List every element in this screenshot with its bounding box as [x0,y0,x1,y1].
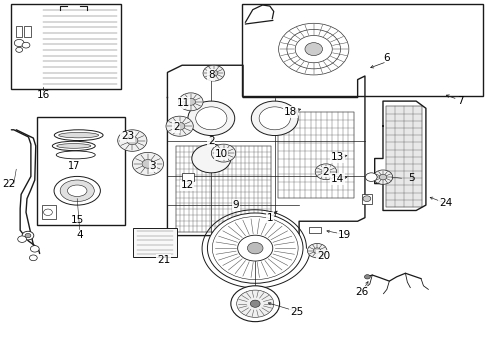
Text: 14: 14 [331,174,344,184]
Circle shape [238,235,273,261]
Circle shape [18,236,26,242]
Circle shape [212,217,298,280]
Circle shape [14,40,24,46]
Circle shape [174,122,185,130]
Text: 16: 16 [36,90,49,100]
Circle shape [305,42,322,55]
Bar [11,4,121,89]
Text: 2: 2 [173,122,179,132]
Ellipse shape [59,132,98,138]
Text: 5: 5 [408,173,415,183]
Text: 10: 10 [215,149,228,159]
Circle shape [203,65,224,81]
Circle shape [207,213,303,283]
Ellipse shape [57,144,91,148]
Circle shape [315,164,337,180]
Circle shape [247,242,263,254]
Ellipse shape [56,151,95,159]
Circle shape [210,70,218,76]
Ellipse shape [52,141,95,150]
Bar [176,146,271,232]
Circle shape [366,173,377,181]
Bar [419,20,477,86]
Circle shape [186,98,196,105]
Circle shape [166,116,193,136]
Circle shape [179,93,203,111]
Text: 21: 21 [157,255,170,265]
Text: 3: 3 [149,161,156,171]
Text: 25: 25 [290,307,303,316]
Bar [386,107,422,207]
Circle shape [237,290,274,318]
Text: 23: 23 [121,131,134,141]
Circle shape [196,107,227,130]
Circle shape [16,47,23,52]
Text: 26: 26 [355,287,368,297]
Circle shape [22,231,34,240]
Bar [43,10,117,84]
Circle shape [188,101,235,135]
Circle shape [211,144,236,162]
Circle shape [251,101,298,135]
Bar [37,117,124,225]
Text: 7: 7 [457,96,464,106]
Text: 17: 17 [68,161,80,171]
Text: 2: 2 [208,136,215,146]
Circle shape [231,286,280,321]
Bar [24,26,31,37]
Text: 18: 18 [284,107,297,117]
Circle shape [30,246,39,252]
Circle shape [250,300,260,307]
Ellipse shape [68,185,87,197]
Circle shape [259,107,291,130]
Text: 11: 11 [176,98,190,108]
Circle shape [44,209,52,216]
Bar [362,194,372,204]
Text: 6: 6 [384,53,390,63]
Circle shape [322,169,330,175]
Circle shape [25,233,31,238]
Text: 15: 15 [71,215,84,225]
Circle shape [373,170,393,184]
Text: 13: 13 [331,152,344,162]
Text: 12: 12 [180,180,194,190]
Circle shape [142,159,154,168]
Circle shape [22,42,30,48]
Bar [360,16,416,91]
Text: 4: 4 [76,230,83,240]
Bar [182,173,194,181]
Circle shape [363,196,371,202]
Text: 22: 22 [2,179,16,189]
Ellipse shape [54,130,103,140]
Bar [42,205,56,220]
Circle shape [192,144,231,173]
Circle shape [132,152,164,175]
Text: 1: 1 [267,213,273,222]
Circle shape [29,255,37,261]
Circle shape [379,174,387,180]
Bar [16,26,22,37]
Text: 20: 20 [317,251,330,261]
Text: 24: 24 [439,198,452,208]
Ellipse shape [54,176,100,205]
Circle shape [307,243,327,258]
Circle shape [219,150,228,157]
Bar [309,226,321,233]
Bar [133,228,177,257]
Circle shape [365,275,370,279]
Circle shape [118,130,147,151]
Text: 9: 9 [232,200,239,210]
Text: 19: 19 [337,230,351,239]
Circle shape [314,248,321,253]
Text: 2: 2 [322,167,329,177]
Bar [242,4,484,96]
Circle shape [127,136,138,145]
Bar [278,112,354,198]
Text: 8: 8 [208,70,215,80]
Ellipse shape [60,180,94,202]
